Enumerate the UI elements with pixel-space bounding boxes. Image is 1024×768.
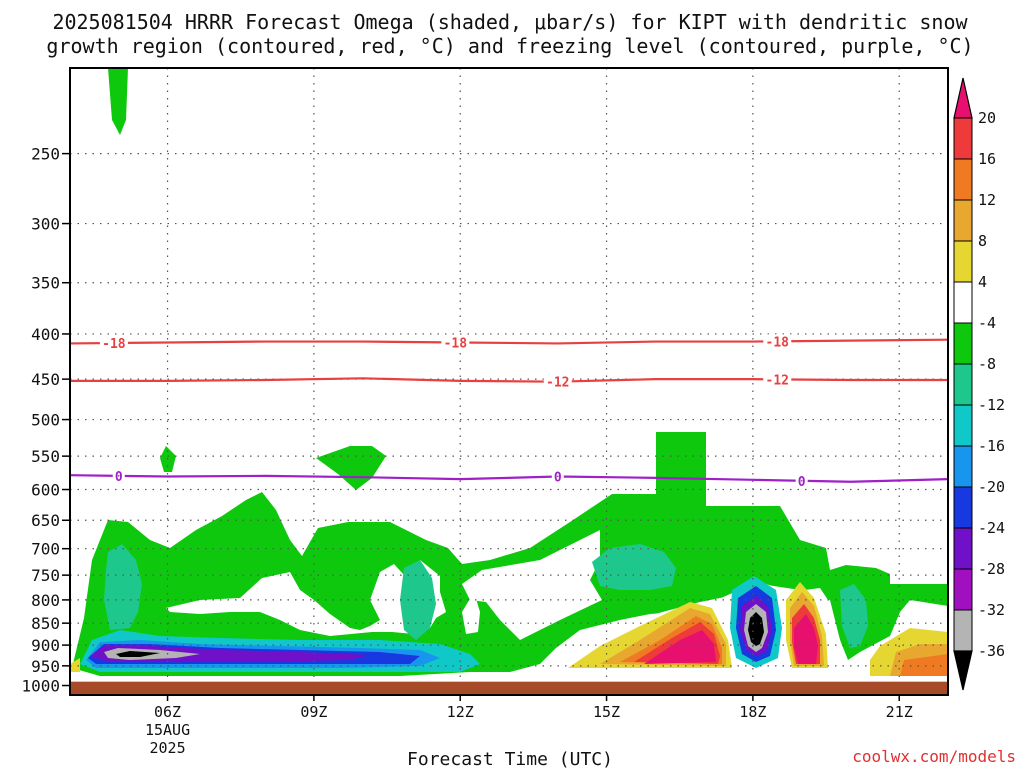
colorbar-segment <box>953 486 973 529</box>
y-tick-label-550: 550 <box>31 447 60 466</box>
x-tick-label-15Z: 15Z <box>593 703 620 721</box>
omega-region-teal3 <box>592 544 676 590</box>
y-tick-label-250: 250 <box>31 145 60 164</box>
y-tick-label-900: 900 <box>31 636 60 655</box>
y-tick-label-800: 800 <box>31 591 60 610</box>
contour-label-dendritic-minus18: -18 <box>444 336 468 351</box>
y-tick-label-500: 500 <box>31 411 60 430</box>
colorbar-label: 16 <box>978 150 996 168</box>
y-axis: 250 300 350 400 450 500 550 600 650 700 750 800 850 9… <box>21 145 70 696</box>
y-tick-label-300: 300 <box>31 215 60 234</box>
omega-region-magenta2 <box>794 614 818 664</box>
colorbar-label: -8 <box>978 355 996 373</box>
contour-label-bg <box>543 374 572 389</box>
y-tick-label-400: 400 <box>31 325 60 344</box>
colorbar-segment <box>953 404 973 447</box>
colorbar-label: -28 <box>978 560 1005 578</box>
y-tick-label-450: 450 <box>31 370 60 389</box>
colorbar-segment <box>953 158 973 201</box>
colorbar-segment <box>953 527 973 570</box>
contour-label-bg <box>795 473 808 488</box>
x-tick-label-21Z: 21Z <box>886 703 913 721</box>
colorbar-top-arrow <box>953 77 973 119</box>
y-tick-label-850: 850 <box>31 614 60 633</box>
omega-region-magenta1 <box>644 630 716 664</box>
contour-label-bg <box>763 334 792 349</box>
colorbar-label: -4 <box>978 314 996 332</box>
chart-title-line1: 2025081504 HRRR Forecast Omega (shaded, … <box>52 10 968 34</box>
colorbar-segment <box>953 322 973 365</box>
contour-dendritic-minus12 <box>70 377 948 383</box>
colorbar-segment <box>953 117 973 160</box>
colorbar-label: -16 <box>978 437 1005 455</box>
colorbar-label: 20 <box>978 109 996 127</box>
contour-dendritic-minus18 <box>69 338 949 345</box>
colorbar-segment <box>953 363 973 406</box>
x-tick-label-09Z: 09Z <box>300 703 327 721</box>
contour-label-freezing-level-0: 0 <box>798 475 806 490</box>
y-tick-label-1000: 1000 <box>21 677 60 696</box>
colorbar-segment <box>953 609 973 652</box>
y-tick-label-750: 750 <box>31 566 60 585</box>
omega-region-white-hole1 <box>166 560 446 636</box>
colorbar-label: -36 <box>978 642 1005 660</box>
y-tick-label-650: 650 <box>31 511 60 530</box>
colorbar-segment <box>953 199 973 242</box>
x-tick-label-18Z: 18Z <box>739 703 766 721</box>
contour-label-dendritic-minus18: -18 <box>102 337 126 352</box>
omega-region-teal4 <box>840 584 868 648</box>
colorbar: 20 16 12 8 4 -4 -8 -12 -16 -20 -24 -28 -32 -36 <box>953 77 1005 691</box>
temperature-contours: -18 -18 -18 -12 -12 0 0 0 <box>69 334 949 490</box>
y-tick-label-700: 700 <box>31 540 60 559</box>
contour-label-dendritic-minus18: -18 <box>766 335 790 350</box>
contour-label-bg <box>441 335 470 350</box>
colorbar-label: 12 <box>978 191 996 209</box>
omega-region-white-hole2 <box>462 530 602 640</box>
chart-title-line2: growth region (contoured, red, °C) and f… <box>46 34 973 58</box>
omega-region-yellow-left <box>70 658 80 672</box>
credit-text: coolwx.com/models <box>852 747 1016 766</box>
colorbar-segment <box>953 568 973 611</box>
x-tick-label-06Z: 06Z <box>154 703 181 721</box>
colorbar-label: 4 <box>978 273 987 291</box>
plot-frame <box>69 67 949 696</box>
colorbar-label: -24 <box>978 519 1005 537</box>
y-tick-label-350: 350 <box>31 274 60 293</box>
contour-label-bg <box>551 469 564 484</box>
contour-label-dendritic-minus12: -12 <box>546 376 569 391</box>
colorbar-label: -32 <box>978 601 1005 619</box>
contour-label-freezing-level-0: 0 <box>115 470 123 485</box>
contour-label-dendritic-minus12: -12 <box>766 373 789 388</box>
y-tick-label-600: 600 <box>31 481 60 500</box>
x-axis-title: Forecast Time (UTC) <box>407 749 613 768</box>
contour-freezing-level-0 <box>69 474 949 483</box>
terrain-surface <box>70 681 948 695</box>
colorbar-label: 8 <box>978 232 987 250</box>
omega-region-orange3 <box>900 654 948 676</box>
contour-label-bg <box>112 468 125 483</box>
omega-region-green-top <box>108 68 128 135</box>
contour-label-freezing-level-0: 0 <box>554 471 562 486</box>
x-tick-date: 15AUG <box>145 721 190 739</box>
contour-label-bg <box>99 336 128 351</box>
contour-label-bg <box>763 372 792 387</box>
x-tick-year: 2025 <box>149 739 185 757</box>
colorbar-segment <box>953 445 973 488</box>
omega-region-teal2 <box>400 560 436 640</box>
x-tick-label-12Z: 12Z <box>447 703 474 721</box>
y-tick-label-950: 950 <box>31 657 60 676</box>
omega-region-teal1 <box>104 544 142 630</box>
omega-region-green-small2 <box>316 446 386 490</box>
colorbar-segment <box>953 281 973 324</box>
colorbar-segment <box>953 240 973 283</box>
colorbar-label: -12 <box>978 396 1005 414</box>
omega-region-black-core <box>116 651 160 657</box>
colorbar-label: -20 <box>978 478 1005 496</box>
omega-shading <box>70 68 948 676</box>
colorbar-bottom-arrow <box>953 650 973 691</box>
omega-region-18z-black <box>748 612 764 646</box>
